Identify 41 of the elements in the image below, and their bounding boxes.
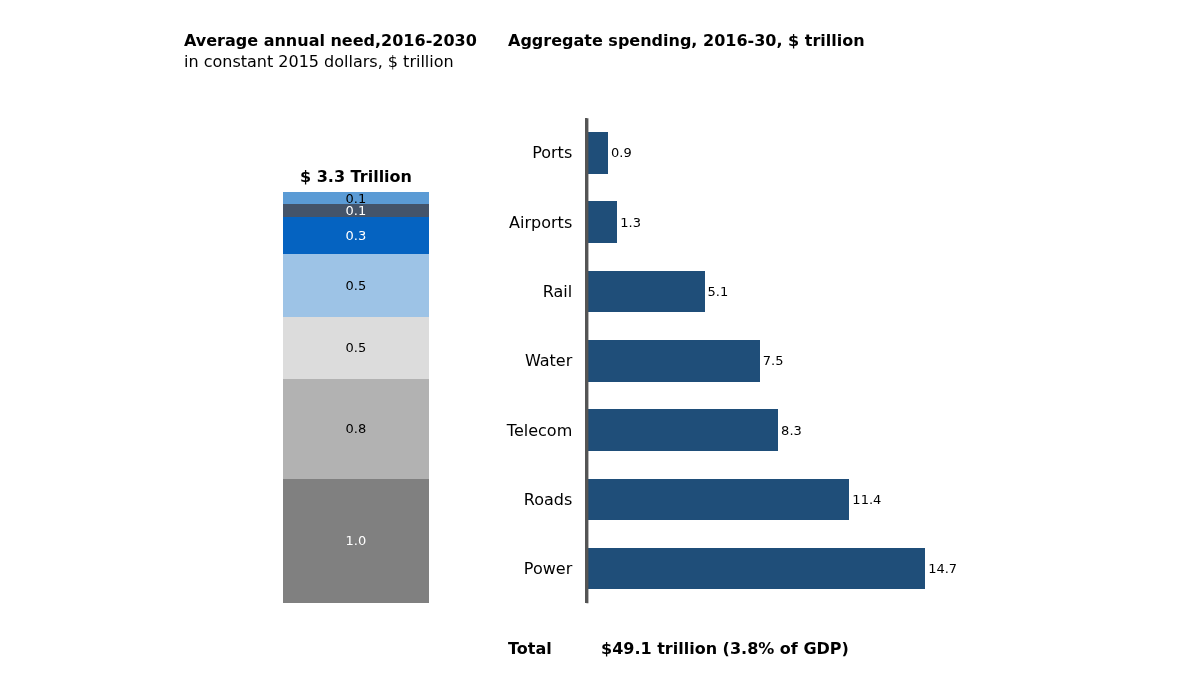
data-label: 8.3 — [781, 422, 802, 438]
bar — [587, 478, 850, 521]
data-label: 0.3 — [345, 228, 367, 244]
data-label: 7.5 — [762, 353, 784, 369]
data-label: 0.1 — [345, 203, 367, 219]
text: $49.1 trillion (3.8% of GDP) — [601, 639, 849, 658]
total-label: $ 3.3 Trillion — [300, 167, 412, 186]
chart-title: Average annual need,2016-2030 — [184, 31, 477, 50]
y-tick-label: Roads — [523, 489, 573, 509]
y-tick-label: Water — [524, 351, 573, 371]
bar — [282, 378, 429, 479]
bar — [282, 216, 429, 255]
data-label: 0.5 — [345, 340, 367, 356]
bar — [587, 132, 609, 174]
data-label: 11.4 — [852, 491, 882, 507]
bar — [587, 339, 760, 382]
data-label: 0.8 — [345, 421, 367, 437]
bar — [282, 254, 429, 317]
y-tick-label: Power — [523, 559, 573, 579]
bar — [587, 547, 926, 590]
chart-title: Aggregate spending, 2016-30, $ trillion — [508, 31, 865, 50]
bar — [587, 270, 705, 313]
data-label: 1.3 — [620, 214, 641, 230]
chart-subtitle: in constant 2015 dollars, $ trillion — [184, 51, 454, 71]
y-tick-label: Airports — [509, 212, 573, 232]
bar — [282, 191, 429, 205]
y-tick-label: Ports — [532, 143, 573, 163]
bar — [282, 316, 429, 379]
bar — [282, 204, 429, 217]
data-label: 0.1 — [345, 190, 367, 206]
bar — [587, 201, 618, 243]
text: Total — [508, 639, 552, 658]
data-label: 5.1 — [707, 283, 729, 299]
bar — [282, 478, 429, 604]
bar — [587, 409, 779, 451]
data-label: 0.5 — [345, 277, 367, 293]
data-label: 0.9 — [611, 145, 632, 161]
y-tick-label: Rail — [542, 282, 573, 302]
data-label: 1.0 — [345, 533, 367, 549]
y-tick-label: Telecom — [505, 420, 573, 440]
data-label: 14.7 — [928, 561, 958, 577]
